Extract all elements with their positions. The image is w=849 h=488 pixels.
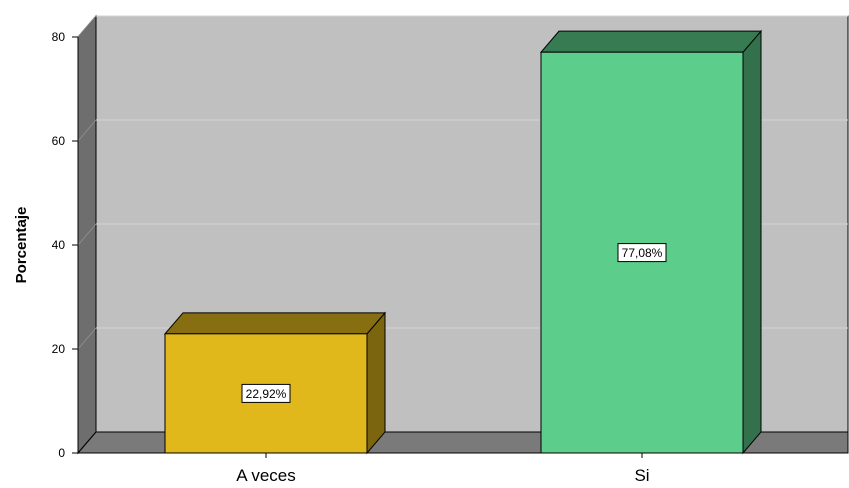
grid-line-side	[77, 119, 97, 142]
grid-line-side	[77, 223, 97, 246]
grid-line-side	[77, 15, 97, 38]
x-tick-label: A veces	[236, 466, 296, 483]
data-label: 77,08%	[622, 246, 663, 260]
y-tick-label: 60	[52, 134, 66, 148]
y-tick-label: 40	[52, 238, 66, 252]
data-label: 22,92%	[246, 387, 287, 401]
bars: 22,92% 77,08%	[163, 29, 763, 455]
x-tick-label: Si	[634, 466, 649, 483]
bar-side	[366, 311, 386, 455]
bar-side	[742, 29, 762, 455]
y-tick-label: 0	[58, 446, 65, 460]
grid-line-side	[77, 327, 97, 350]
y-axis-ticks: 0 20 40 60 80	[52, 30, 79, 460]
y-axis-label: Porcentaje	[13, 207, 30, 284]
bar-top	[163, 312, 387, 335]
x-axis-ticks: A veces Si	[78, 452, 848, 485]
y-tick-label: 80	[52, 30, 66, 44]
bar-top	[539, 30, 763, 53]
data-label-box	[241, 383, 291, 403]
bar-a-veces: 22,92%	[163, 311, 387, 455]
y-tick-label: 20	[52, 342, 66, 356]
data-label-box	[617, 243, 667, 263]
bar-si: 77,08%	[539, 29, 763, 455]
